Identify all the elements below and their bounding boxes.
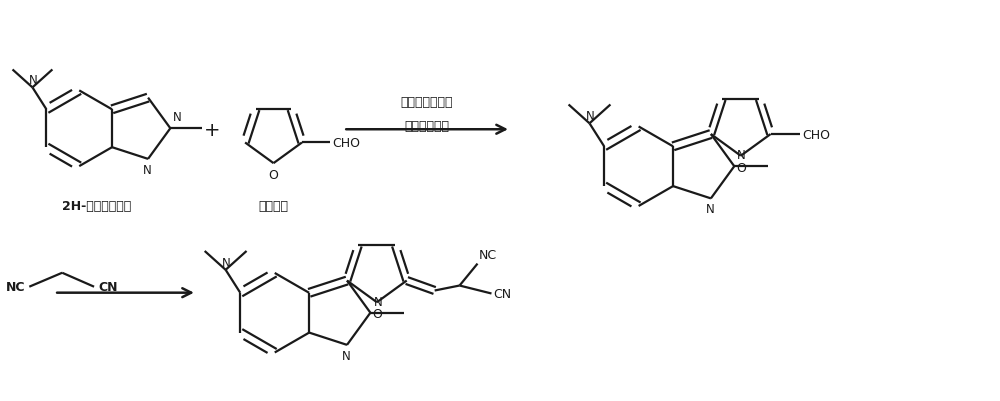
Text: N: N bbox=[737, 149, 746, 162]
Text: CHO: CHO bbox=[802, 128, 830, 141]
Text: CHO: CHO bbox=[332, 137, 360, 150]
Text: N: N bbox=[143, 164, 151, 176]
Text: CN: CN bbox=[98, 281, 118, 294]
Text: +: + bbox=[203, 120, 220, 140]
Text: 添加剂，溶剂: 添加剂，溶剂 bbox=[405, 119, 450, 132]
Text: O: O bbox=[269, 169, 278, 182]
Text: N: N bbox=[29, 74, 38, 87]
Text: N: N bbox=[586, 110, 595, 123]
Text: 催化剂，氧化剂: 催化剂，氧化剂 bbox=[401, 95, 453, 109]
Text: O: O bbox=[372, 308, 382, 320]
Text: N: N bbox=[373, 295, 382, 308]
Text: 2H-吲唑类衍生物: 2H-吲唑类衍生物 bbox=[62, 200, 132, 213]
Text: N: N bbox=[342, 349, 350, 362]
Text: N: N bbox=[706, 203, 714, 216]
Text: 富电杂环: 富电杂环 bbox=[259, 200, 289, 213]
Text: NC: NC bbox=[6, 281, 25, 294]
Text: O: O bbox=[736, 161, 746, 174]
Text: NC: NC bbox=[479, 248, 497, 261]
Text: N: N bbox=[222, 256, 231, 269]
Text: CN: CN bbox=[493, 287, 512, 300]
Text: N: N bbox=[173, 111, 182, 124]
